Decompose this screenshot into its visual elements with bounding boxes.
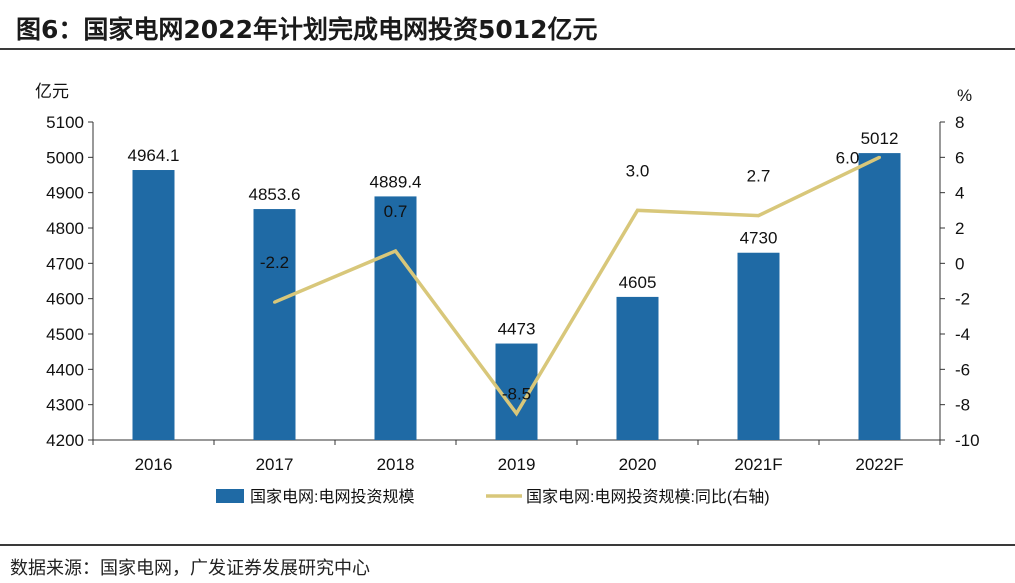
line-point [757,214,760,218]
line-path [273,155,881,417]
line-point [273,300,276,304]
x-axis-tick-label: 2022F [855,455,903,474]
bar-value-label: 4730 [740,229,778,248]
chart-legend: 国家电网:电网投资规模 国家电网:电网投资规模:同比(右轴) [216,488,770,506]
left-axis-tick-label: 4200 [46,431,84,450]
right-axis-tick-label: -8 [955,396,970,415]
right-axis-tick-label: 8 [955,113,964,132]
left-axis-unit: 亿元 [35,82,69,101]
x-axis-tick-label: 2020 [619,455,657,474]
line-value-label: -8.5 [502,385,531,404]
x-axis-tick-label: 2021F [734,455,782,474]
left-axis-tick-label: 4900 [46,184,84,203]
right-axis-tick-label: -2 [955,290,970,309]
right-axis-tick-label: -10 [955,431,980,450]
figure-title: 图6：国家电网2022年计划完成电网投资5012亿元 [16,15,598,44]
x-axis-tick-label: 2016 [135,455,173,474]
right-axis-tick-label: -4 [955,325,970,344]
line-value-label: 0.7 [384,202,408,221]
chart-axes: 4200 4300 4400 4500 4600 4700 4800 4900 5000 5100… [35,82,980,474]
right-axis-tick-label: 6 [955,148,964,167]
title-divider [0,48,1015,50]
left-axis-tick-label: 5100 [46,113,84,132]
data-source-note: 数据来源：国家电网，广发证券发展研究中心 [10,558,370,579]
line-value-label: 3.0 [626,161,650,180]
line-point [515,412,518,415]
bar [616,296,659,440]
bar-value-label: 4473 [498,320,536,339]
x-axis-tick-label: 2017 [256,455,294,474]
right-axis-tick-label: 0 [955,254,964,273]
line-series [273,155,881,417]
bar-data-labels: 4964.1 4853.6 4889.4 4473 4605 4730 5012 [128,129,899,338]
line-point [878,155,881,159]
bar [253,209,296,440]
line-point [394,249,397,253]
legend-bar-label: 国家电网:电网投资规模 [250,488,414,506]
right-axis-unit: % [957,86,972,105]
x-axis-tick-label: 2018 [377,455,415,474]
bar-value-label: 5012 [861,129,899,148]
bar-value-label: 4605 [619,273,657,292]
bar-value-label: 4853.6 [249,185,301,204]
bar [737,252,780,440]
bar-value-label: 4964.1 [128,146,180,165]
line-value-label: 6.0 [836,148,860,167]
bar [374,196,417,440]
left-axis-tick-label: 4500 [46,325,84,344]
left-axis-tick-label: 4700 [46,254,84,273]
right-axis-tick-label: 4 [955,184,964,203]
line-value-label: -2.2 [260,253,289,272]
right-axis-tick-label: -6 [955,360,970,379]
legend-bar-swatch [216,489,244,503]
line-value-label: 2.7 [747,167,771,186]
left-axis-tick-label: 4600 [46,290,84,309]
line-data-labels: -2.2 0.7 -8.5 3.0 2.7 6.0 [260,148,859,403]
bar [132,170,175,440]
legend-line-label: 国家电网:电网投资规模:同比(右轴) [526,488,770,506]
line-point [636,208,639,212]
left-axis-tick-label: 5000 [46,148,84,167]
source-divider [0,544,1015,546]
x-axis-tick-label: 2019 [498,455,536,474]
left-axis-tick-label: 4800 [46,219,84,238]
right-axis-tick-label: 2 [955,219,964,238]
bar-line-chart: 4200 4300 4400 4500 4600 4700 4800 4900 5000 5100… [35,82,980,506]
left-axis-tick-label: 4300 [46,396,84,415]
bar-value-label: 4889.4 [370,172,422,191]
bar [858,153,901,441]
left-axis-tick-label: 4400 [46,360,84,379]
